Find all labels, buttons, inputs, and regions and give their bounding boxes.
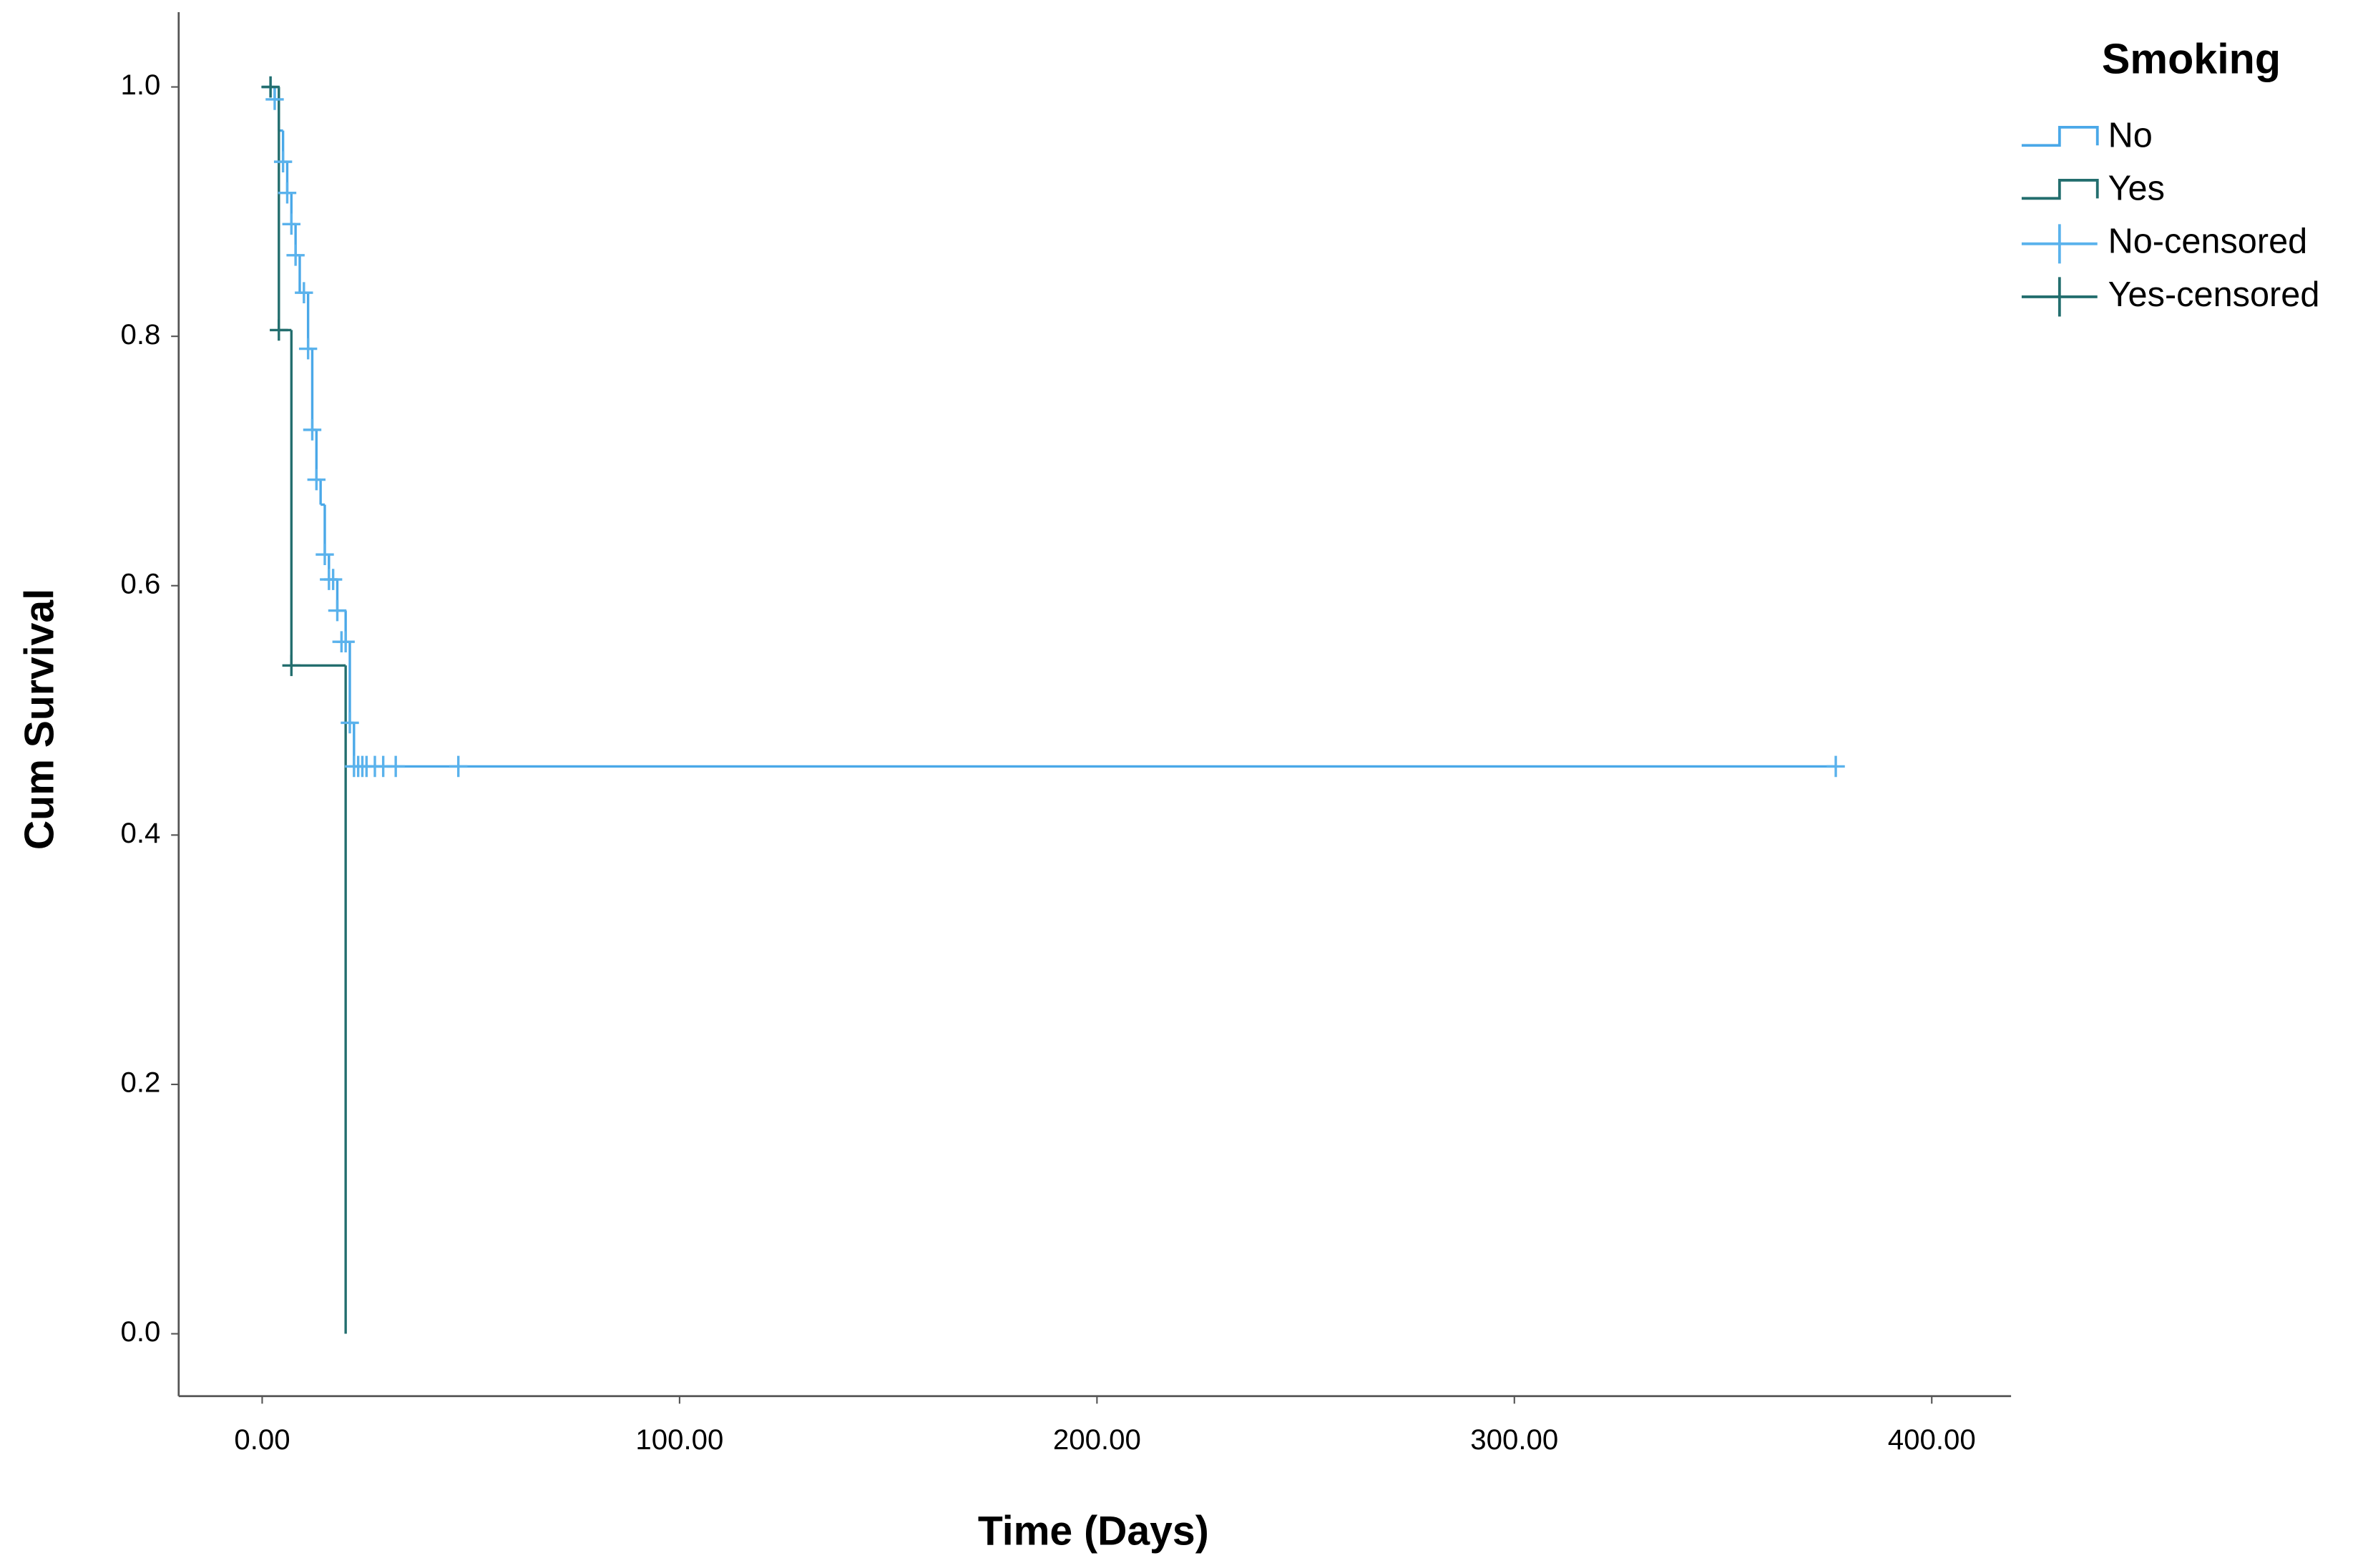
censor-mark [315,544,334,565]
x-tick-label: 100.00 [635,1424,723,1456]
censor-mark [307,469,326,491]
censor-mark [328,599,347,622]
legend-swatch [2021,179,2099,200]
legend-label: No [2108,117,2153,155]
y-axis-title: Cum Survival [16,589,62,850]
censor-mark [282,213,301,235]
x-tick-label: 0.00 [234,1424,290,1456]
censor-mark [336,631,355,653]
censor-mark [273,151,293,172]
x-tick-label: 200.00 [1053,1424,1141,1456]
legend-label: Yes-censored [2108,275,2320,314]
y-tick-label: 1.0 [120,69,160,101]
y-tick-label: 0.6 [120,567,160,599]
censor-mark [449,755,468,778]
censor-mark [270,319,288,341]
legend-title: Smoking [2102,34,2281,82]
x-tick-label: 400.00 [1888,1424,1976,1456]
censor-mark [1826,755,1845,778]
censor-mark [265,89,284,110]
y-tick-label: 0.2 [120,1067,160,1099]
legend-label: Yes [2108,170,2165,208]
censor-mark [278,182,297,204]
censor-mark [303,419,322,441]
censor-mark [341,712,359,734]
y-tick-label: 0.4 [120,817,160,849]
censor-mark [298,338,318,360]
legend-swatch [2021,277,2098,317]
censor-mark [323,569,343,590]
legend-swatch [2021,125,2099,147]
censor-mark [282,655,301,677]
legend-swatch [2021,224,2098,264]
censor-mark [295,282,313,303]
x-axis-title: Time (Days) [978,1508,1209,1554]
x-tick-label: 300.00 [1470,1424,1558,1456]
y-tick-label: 0.0 [120,1315,160,1348]
censor-mark [286,245,305,266]
censor-mark [261,76,280,98]
censor-mark [386,755,405,778]
legend-label: No-censored [2108,222,2308,261]
y-tick-label: 0.8 [120,318,160,351]
